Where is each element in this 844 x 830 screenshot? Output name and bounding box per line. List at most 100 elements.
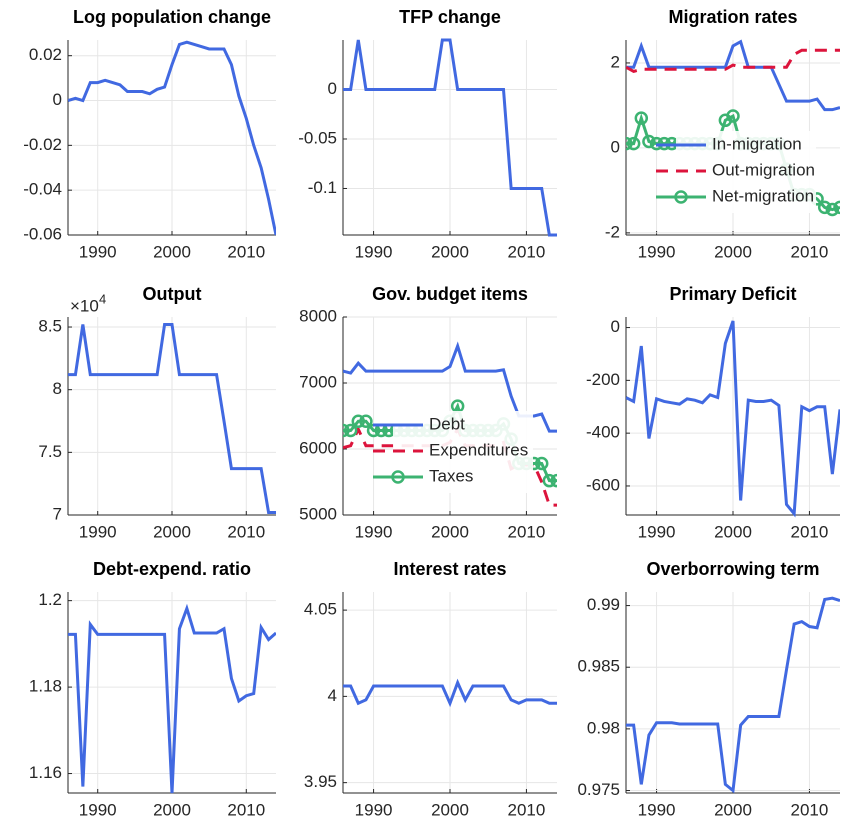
series-line xyxy=(68,323,276,514)
series-line xyxy=(626,596,840,794)
series-marker xyxy=(642,134,656,149)
x-tick-label: 2010 xyxy=(508,242,546,261)
x-tick-label: 2010 xyxy=(227,800,265,819)
x-tick-label: 1990 xyxy=(355,242,393,261)
x-tick-label: 1990 xyxy=(79,242,117,261)
series-line xyxy=(343,678,557,708)
series-marker xyxy=(550,473,557,488)
y-tick-label: 4.05 xyxy=(304,600,337,619)
chart-title: Output xyxy=(143,284,202,304)
y-tick-label: -0.1 xyxy=(308,178,337,197)
legend-label: Expenditures xyxy=(429,440,528,459)
y-tick-label: 0.99 xyxy=(587,595,620,614)
y-tick-label: 6000 xyxy=(299,438,337,457)
legend-label: Taxes xyxy=(429,466,473,485)
y-tick-label: 1.18 xyxy=(29,677,62,696)
x-tick-label: 2010 xyxy=(791,522,829,541)
x-tick-label: 2010 xyxy=(227,242,265,261)
y-tick-label: 0 xyxy=(328,79,337,98)
chart-title: Log population change xyxy=(73,7,271,27)
plot-area xyxy=(68,603,276,794)
y-tick-label: 8000 xyxy=(299,306,337,325)
x-tick-label: 2000 xyxy=(153,242,191,261)
series-marker xyxy=(343,423,350,438)
legend-label: In-migration xyxy=(712,134,802,153)
x-tick-label: 2010 xyxy=(227,522,265,541)
y-tick-label: -0.06 xyxy=(23,224,62,243)
chart-title: Migration rates xyxy=(668,7,797,27)
legend-label: Debt xyxy=(429,414,465,433)
y-tick-label: 0.985 xyxy=(577,657,620,676)
series-marker xyxy=(359,414,373,429)
series-marker xyxy=(534,456,549,471)
x-tick-label: 2000 xyxy=(431,242,469,261)
x-tick-label: 1990 xyxy=(355,522,393,541)
y-tick-label: 4 xyxy=(328,686,337,705)
series-line xyxy=(343,38,557,237)
series-marker xyxy=(343,423,358,438)
x-tick-label: 1990 xyxy=(79,522,117,541)
x-tick-label: 2000 xyxy=(431,800,469,819)
series-marker xyxy=(634,111,649,125)
y-tick-label: -600 xyxy=(586,475,620,494)
legend-label: Net-migration xyxy=(712,186,814,205)
y-tick-label: 3.95 xyxy=(304,772,337,791)
y-tick-label: 0.02 xyxy=(29,45,62,64)
y-tick-label: 0 xyxy=(611,317,620,336)
x-tick-label: 2000 xyxy=(714,522,752,541)
y-tick-label: 0 xyxy=(53,90,62,109)
series-line xyxy=(626,39,840,112)
plot-area xyxy=(626,320,840,518)
series-line xyxy=(68,603,276,794)
series-line xyxy=(626,48,840,74)
chart-title: Debt-expend. ratio xyxy=(93,559,251,579)
y-tick-label: 2 xyxy=(611,52,620,71)
chart-title: Overborrowing term xyxy=(646,559,819,579)
y-tick-label: -0.02 xyxy=(23,135,62,154)
y-tick-label: 7 xyxy=(53,504,62,523)
y-tick-label: -0.05 xyxy=(298,128,337,147)
y-tick-label: 1.16 xyxy=(29,763,62,782)
plot-area xyxy=(343,678,557,708)
y-tick-label: 0.98 xyxy=(587,718,620,737)
x-tick-label: 2000 xyxy=(153,800,191,819)
y-tick-label: 8.5 xyxy=(38,317,62,336)
x-tick-label: 1990 xyxy=(638,522,676,541)
series-marker xyxy=(726,109,740,123)
x-tick-label: 2010 xyxy=(791,800,829,819)
chart-title: Interest rates xyxy=(393,559,506,579)
plot-area xyxy=(68,323,276,514)
y-multiplier-exponent: 4 xyxy=(99,291,106,306)
legend-marker xyxy=(391,470,405,484)
y-tick-label: 0.975 xyxy=(577,780,620,799)
x-tick-label: 2000 xyxy=(714,242,752,261)
x-tick-label: 2000 xyxy=(714,800,752,819)
y-multiplier: ×10 xyxy=(70,296,99,315)
y-tick-label: -200 xyxy=(586,370,620,389)
series-marker xyxy=(542,473,557,488)
series-marker xyxy=(817,200,832,215)
y-tick-label: -400 xyxy=(586,423,620,442)
x-tick-label: 2000 xyxy=(153,522,191,541)
x-tick-label: 2000 xyxy=(431,522,469,541)
x-tick-label: 1990 xyxy=(638,800,676,819)
chart-title: Gov. budget items xyxy=(372,284,528,304)
y-tick-label: -2 xyxy=(605,222,620,241)
y-tick-label: 0 xyxy=(611,137,620,156)
y-tick-label: 7000 xyxy=(299,372,337,391)
series-marker xyxy=(825,202,840,217)
series-line xyxy=(68,40,276,236)
series-marker xyxy=(626,136,641,151)
chart-title: TFP change xyxy=(399,7,501,27)
series-marker xyxy=(626,136,633,151)
plot-area xyxy=(343,38,557,237)
chart-title: Primary Deficit xyxy=(669,284,796,304)
x-tick-label: 2010 xyxy=(508,522,546,541)
plot-area xyxy=(68,40,276,236)
x-tick-label: 2010 xyxy=(791,242,829,261)
series-marker xyxy=(351,414,366,429)
x-tick-label: 1990 xyxy=(355,800,393,819)
series-marker xyxy=(833,200,840,215)
